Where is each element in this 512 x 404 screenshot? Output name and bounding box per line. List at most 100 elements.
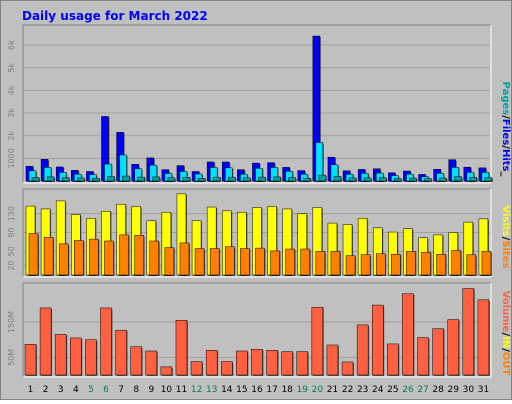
pages-bar	[394, 178, 402, 182]
day-label: 25	[387, 385, 398, 395]
sites-bar	[43, 236, 54, 276]
volume-bar	[236, 350, 248, 376]
requests-panel-bg	[23, 25, 491, 183]
requests-ytick-label: 4k	[7, 85, 16, 95]
sites-bar	[255, 247, 265, 276]
day-label: 11	[176, 385, 187, 395]
volume-bar	[432, 328, 444, 376]
volume-legend-part: Volume	[500, 291, 511, 333]
day-label: 6	[103, 385, 109, 395]
volume-bar	[251, 348, 263, 376]
pages-bar	[363, 177, 372, 182]
pages-bar	[303, 178, 311, 182]
sites-bar	[225, 246, 235, 276]
volume-bar	[417, 337, 429, 376]
visitors-ytick-label: 130	[7, 206, 16, 221]
volume-bar	[115, 329, 127, 376]
sites-bar	[406, 251, 416, 276]
sites-bar	[134, 235, 144, 276]
requests-legend-part: Pages	[500, 82, 511, 116]
day-label: 13	[206, 385, 217, 395]
visitors-legend: Visits/Sites	[500, 206, 511, 269]
sites-bar	[270, 250, 280, 276]
day-label: 1	[28, 385, 34, 395]
pages-bar	[31, 177, 40, 182]
volume-bar	[175, 320, 188, 376]
pages-bar	[46, 176, 55, 182]
sites-bar	[375, 253, 386, 276]
sites-bar	[74, 240, 84, 276]
volume-bar	[326, 344, 339, 376]
volume-legend-part: OUT	[500, 352, 511, 376]
sites-bar	[391, 253, 401, 276]
volume-bar	[402, 293, 414, 376]
requests-legend-part: /	[500, 145, 511, 149]
sites-bar	[209, 248, 220, 276]
day-label: 7	[118, 385, 124, 395]
day-label: 10	[161, 385, 173, 395]
sites-bar	[315, 251, 326, 276]
sites-bar	[300, 248, 310, 276]
day-label: 16	[251, 385, 263, 395]
volume-bar	[371, 304, 384, 376]
volume-bar	[145, 350, 158, 376]
pages-bar	[197, 178, 206, 182]
pages-bar	[61, 177, 70, 182]
volume-legend-part: /	[500, 348, 511, 352]
requests-ytick-label: 6k	[7, 40, 16, 50]
day-label: 29	[448, 385, 460, 395]
requests-ytick-label: 2k	[7, 130, 16, 140]
pages-bar	[288, 177, 296, 182]
day-label: 15	[236, 385, 247, 395]
day-label: 30	[463, 385, 475, 395]
sites-bar	[240, 248, 250, 276]
pages-bar	[92, 178, 100, 182]
volume-bar	[341, 361, 354, 376]
volume-bar	[387, 343, 399, 376]
requests-legend-part: Hits	[500, 149, 511, 172]
day-label: 14	[221, 385, 233, 395]
volume-bar	[281, 351, 293, 376]
visitors-ytick-label: 20	[7, 260, 16, 270]
volume-bar	[100, 307, 112, 376]
volume-ytick-label: 50M	[7, 349, 16, 366]
day-label: 21	[327, 385, 338, 395]
requests-legend: Pages/Files/Hits_	[500, 82, 511, 177]
volume-bar	[24, 344, 37, 376]
volume-ytick-label: 150M	[7, 311, 16, 333]
volume-bar	[311, 306, 324, 376]
volume-bar	[356, 324, 369, 376]
sites-bar	[330, 251, 341, 276]
pages-bar	[228, 176, 236, 182]
pages-bar	[243, 177, 251, 182]
volume-bar	[462, 288, 475, 376]
sites-bar	[285, 248, 295, 276]
volume-bar	[190, 361, 203, 376]
requests-legend-part: _	[500, 171, 511, 176]
sites-bar	[345, 255, 356, 276]
pages-bar	[77, 177, 85, 182]
requests-ytick-label: 5k	[7, 63, 16, 73]
requests-ytick-label: 1000	[7, 148, 16, 168]
day-label: 27	[417, 385, 428, 395]
volume-bar	[477, 299, 490, 376]
pages-bar	[318, 174, 327, 182]
pages-bar	[107, 176, 115, 182]
visitors-ytick-label: 90	[7, 227, 16, 237]
day-label: 9	[148, 385, 154, 395]
sites-bar	[28, 233, 39, 276]
pages-bar	[409, 177, 417, 182]
pages-bar	[348, 177, 357, 182]
volume-legend-part: /	[500, 332, 511, 336]
day-label: 20	[312, 385, 324, 395]
day-label: 5	[88, 385, 94, 395]
volume-bar	[221, 361, 233, 376]
day-label: 12	[191, 385, 202, 395]
day-label: 17	[266, 385, 277, 395]
day-label: 26	[402, 385, 414, 395]
volume-bar	[296, 351, 308, 376]
pages-bar	[484, 177, 493, 182]
volume-bar	[85, 339, 97, 376]
